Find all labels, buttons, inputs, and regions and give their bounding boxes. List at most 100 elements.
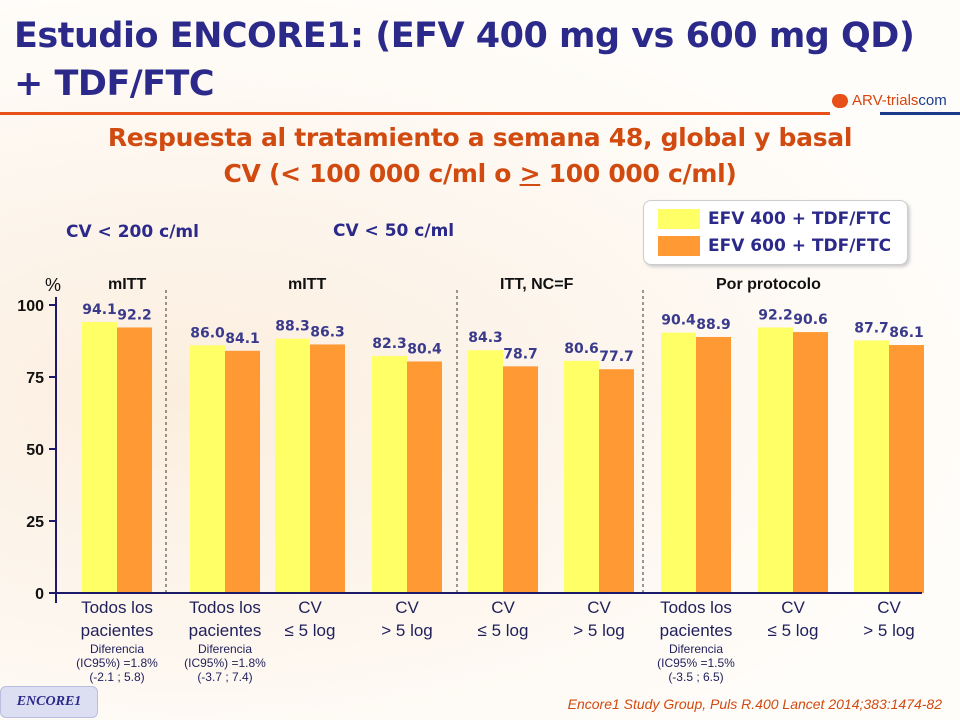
difference-line: Diferencia	[668, 642, 724, 656]
y-tick-label: 50	[26, 442, 44, 459]
category-line: CV	[877, 598, 901, 617]
data-label: 88.3	[275, 319, 310, 335]
category-line: Todos los	[189, 598, 261, 617]
category-line: pacientes	[659, 621, 733, 640]
category-line: ≤ 5 log	[767, 621, 819, 640]
group-header: ITT, NC=F	[500, 276, 574, 293]
bar	[275, 338, 310, 593]
legend-item: EFV 600 + TDF/FTC	[658, 236, 891, 256]
category-line: > 5 log	[381, 621, 433, 640]
subtitle-part: CV (< 100 000 c/ml o	[223, 159, 520, 188]
bar	[889, 345, 924, 593]
legend-label: EFV 600 + TDF/FTC	[708, 236, 892, 256]
slide-title: Estudio ENCORE1: (EFV 400 mg vs 600 mg Q…	[14, 12, 915, 108]
legend-swatch	[658, 209, 700, 229]
difference-line: Diferencia	[89, 642, 145, 656]
footer-badge: ENCORE1	[0, 686, 98, 718]
pill-icon	[832, 94, 848, 109]
bar	[225, 350, 260, 593]
category-label: Todos los pacientes	[62, 596, 172, 642]
bar	[661, 332, 696, 593]
bar	[564, 360, 599, 593]
group-header: Por protocolo	[716, 276, 821, 293]
category-line: > 5 log	[863, 621, 915, 640]
data-label: 90.6	[793, 312, 828, 328]
y-tick-label: 100	[17, 298, 44, 315]
bar	[696, 336, 731, 593]
data-label: 94.1	[82, 302, 117, 318]
bar	[310, 344, 345, 593]
data-label: 86.0	[190, 325, 225, 341]
bar	[599, 369, 634, 593]
category-line: CV	[781, 598, 805, 617]
threshold-label: CV < 50 c/ml	[333, 221, 455, 241]
category-label: CV > 5 log	[544, 596, 654, 642]
data-label: 88.9	[696, 317, 731, 333]
category-label: CV > 5 log	[352, 596, 462, 642]
data-label: 86.1	[889, 325, 924, 341]
bar	[758, 327, 793, 593]
y-tick-label: 75	[26, 370, 44, 387]
data-label: 92.2	[758, 307, 793, 323]
subtitle-part: >	[519, 159, 541, 188]
data-label: 82.3	[372, 336, 407, 352]
category-line: CV	[395, 598, 419, 617]
threshold-label: CV < 200 c/ml	[66, 222, 199, 242]
data-label: 77.7	[599, 349, 634, 365]
difference-annotation: Diferencia (IC95%) =1.8% (-2.1 ; 5.8)	[52, 642, 182, 684]
subtitle-part: 100 000 c/ml)	[540, 159, 737, 188]
category-label: Todos los pacientes	[641, 596, 751, 642]
category-line: ≤ 5 log	[284, 621, 336, 640]
difference-line: (IC95%) =1.8%	[76, 656, 158, 670]
data-label: 87.7	[854, 320, 889, 336]
subtitle-line-1: Respuesta al tratamiento a semana 48, gl…	[107, 123, 853, 152]
category-label: CV ≤ 5 log	[448, 596, 558, 642]
bar	[854, 340, 889, 593]
bar	[372, 355, 407, 593]
category-line: Todos los	[81, 598, 153, 617]
title-line-1: Estudio ENCORE1: (EFV 400 mg vs 600 mg Q…	[14, 16, 915, 56]
y-tick-label: 25	[26, 514, 44, 531]
legend-label: EFV 400 + TDF/FTC	[708, 209, 892, 229]
subtitle-line-2: CV (< 100 000 c/ml o > 100 000 c/ml)	[0, 156, 960, 192]
arv-trials-logo: ARV-trialscom	[832, 92, 947, 109]
bar	[468, 350, 503, 593]
data-label: 84.3	[468, 330, 503, 346]
legend-item: EFV 400 + TDF/FTC	[658, 209, 891, 229]
category-line: CV	[298, 598, 322, 617]
chart-subtitle: Respuesta al tratamiento a semana 48, gl…	[0, 120, 960, 192]
reference-citation: Encore1 Study Group, Puls R.400 Lancet 2…	[567, 696, 942, 712]
category-label: CV ≤ 5 log	[738, 596, 848, 642]
category-line: > 5 log	[573, 621, 625, 640]
category-line: pacientes	[188, 621, 262, 640]
logo-suffix: com	[918, 92, 947, 109]
logo-text: ARV-trials	[852, 92, 919, 109]
bar	[793, 332, 828, 593]
title-rule-orange	[0, 112, 830, 115]
bar	[82, 321, 117, 593]
bar	[117, 327, 152, 593]
difference-annotation: Diferencia (IC95%) =1.8% (-3.7 ; 7.4)	[160, 642, 290, 684]
difference-line: (-3.7 ; 7.4)	[197, 670, 253, 684]
legend-swatch	[658, 236, 700, 256]
group-header: mITT	[108, 276, 147, 293]
category-line: pacientes	[80, 621, 154, 640]
data-label: 84.1	[225, 331, 260, 347]
category-label: CV ≤ 5 log	[255, 596, 365, 642]
difference-line: (IC95% =1.5%	[657, 656, 735, 670]
data-label: 92.2	[117, 307, 152, 323]
category-line: CV	[587, 598, 611, 617]
data-label: 80.4	[407, 341, 442, 357]
difference-line: (-2.1 ; 5.8)	[89, 670, 145, 684]
difference-line: Diferencia	[197, 642, 253, 656]
data-label: 80.6	[564, 341, 599, 357]
difference-line: (IC95%) =1.8%	[184, 656, 266, 670]
chart-legend: EFV 400 + TDF/FTC EFV 600 + TDF/FTC	[643, 200, 908, 265]
group-header: mITT	[288, 276, 327, 293]
difference-line: (-3.5 ; 6.5)	[668, 670, 724, 684]
bar	[503, 366, 538, 593]
y-tick-label: 0	[35, 586, 44, 603]
category-line: Todos los	[660, 598, 732, 617]
bar	[407, 361, 442, 593]
